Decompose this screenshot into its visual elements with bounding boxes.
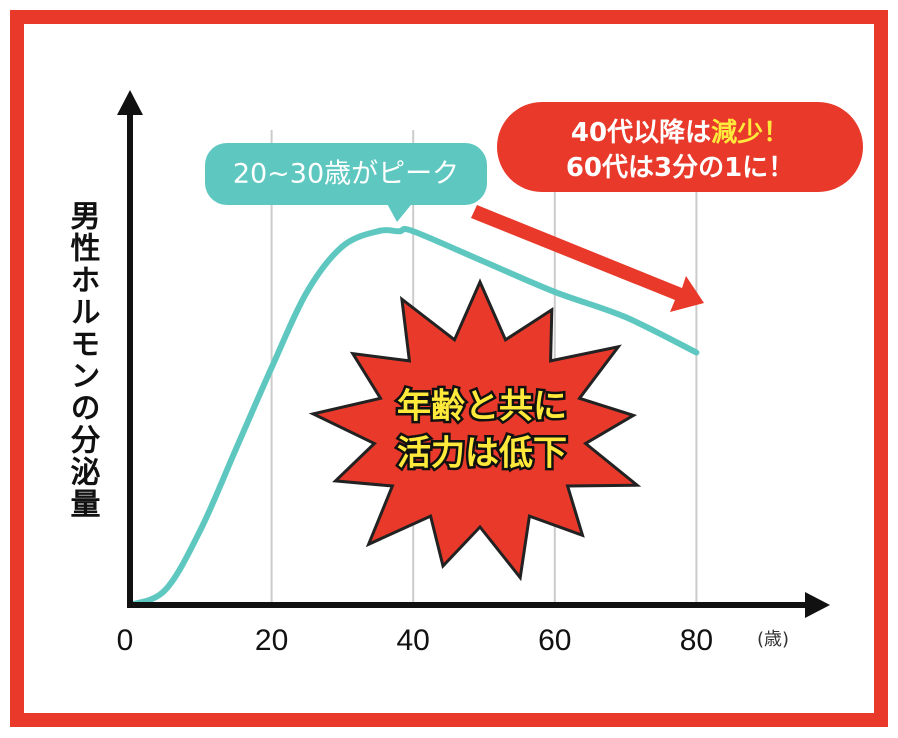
- decline-line: 60代は3分の1に！: [566, 153, 794, 183]
- x-tick-label: 80: [680, 624, 713, 657]
- x-tick-label: 20: [255, 624, 288, 657]
- decline-line: 40代以降は減少！: [571, 118, 789, 148]
- line: [127, 226, 700, 608]
- x-tick-label: 60: [538, 624, 571, 657]
- x-unit: (歳): [757, 629, 789, 650]
- burst: [308, 278, 642, 582]
- peak-bubble-tail: [385, 200, 415, 222]
- y-axis-arrow: [117, 90, 143, 115]
- frame: [10, 10, 888, 727]
- burst-text: 年齢と共に: [397, 387, 567, 427]
- decline-highlight: 減少: [711, 118, 763, 148]
- x-tick-label: 0: [117, 624, 134, 657]
- decline-arrow: [471, 205, 704, 312]
- burst-text: 活力は低下: [397, 434, 567, 474]
- x-tick-label: 40: [397, 624, 430, 657]
- peak-bubble: [205, 143, 487, 205]
- peak-annotation: 20~30歳がピーク: [233, 159, 459, 190]
- x-axis-arrow: [805, 592, 830, 618]
- decline-text: ！: [763, 118, 789, 148]
- decline-text: 60代は3分の1に！: [566, 153, 794, 183]
- decline-text: 40代以降は: [571, 118, 711, 148]
- decline-bubble: [497, 102, 863, 192]
- y-axis-label: 男性ホルモンの分泌量: [65, 200, 101, 520]
